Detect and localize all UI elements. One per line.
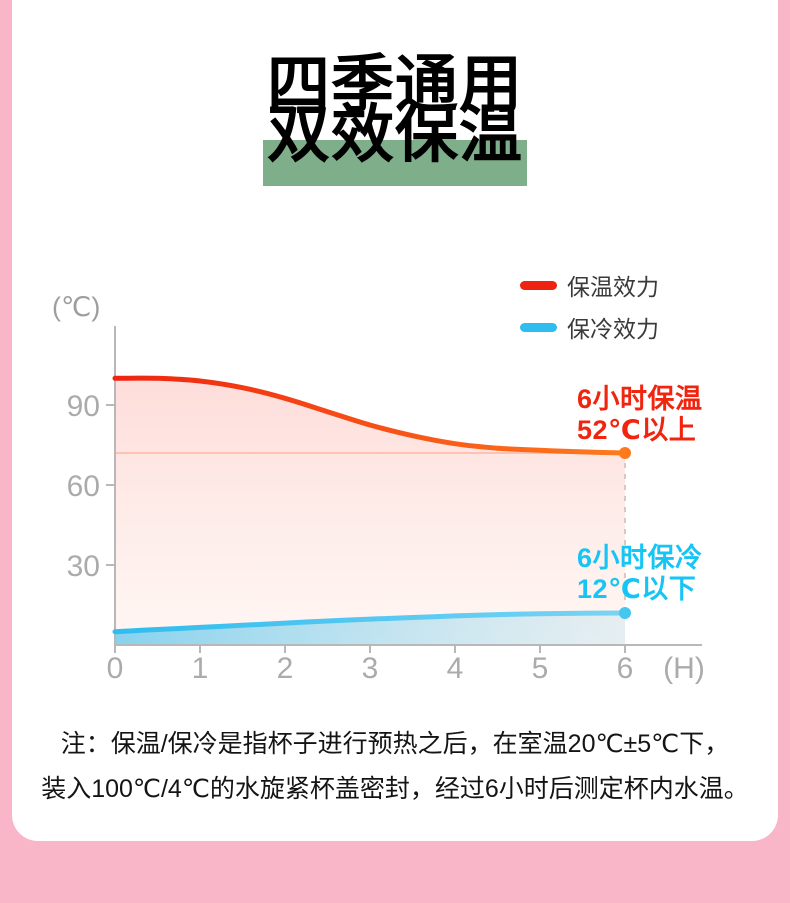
- annotation-hot: 6小时保温 52℃以上: [577, 384, 703, 446]
- footnote: 注：保温/保冷是指杯子进行预热之后，在室温20℃±5℃下， 装入100℃/4℃的…: [0, 722, 790, 812]
- title-line2: 双效保温: [267, 100, 523, 170]
- svg-text:0: 0: [107, 652, 124, 685]
- hot-line-swatch-icon: [520, 280, 557, 290]
- legend-label-cold: 保冷效力: [567, 316, 659, 342]
- svg-text:6: 6: [617, 652, 634, 685]
- title-line2-wrap: 双效保温: [0, 104, 790, 196]
- annotation-hot-line2: 52℃以上: [577, 415, 697, 446]
- chart-legend: 保温效力 保冷效力: [520, 270, 659, 354]
- svg-text:5: 5: [532, 652, 549, 685]
- svg-text:90: 90: [67, 390, 100, 423]
- legend-item-cold: 保冷效力: [520, 312, 659, 342]
- legend-label-hot: 保温效力: [567, 274, 659, 300]
- temperature-retention-chart: 30 60 90 0 1 2 3 4 5 6 (H): [67, 326, 705, 685]
- svg-text:60: 60: [67, 470, 100, 503]
- annotation-cold-line1: 6小时保冷: [577, 543, 703, 573]
- svg-text:4: 4: [447, 652, 464, 685]
- annotation-cold-line2: 12℃以下: [577, 574, 697, 605]
- title-line1: 四季通用: [267, 50, 523, 120]
- y-axis-unit-label: (℃): [52, 292, 101, 322]
- footnote-line1: 注：保温/保冷是指杯子进行预热之后，在室温20℃±5℃下，: [60, 730, 730, 758]
- svg-text:1: 1: [192, 652, 209, 685]
- svg-text:3: 3: [362, 652, 379, 685]
- svg-text:(H): (H): [663, 652, 705, 685]
- svg-text:2: 2: [277, 652, 294, 685]
- annotation-hot-line1: 6小时保温: [577, 384, 703, 414]
- cold-line-swatch-icon: [520, 322, 557, 332]
- svg-text:30: 30: [67, 550, 100, 583]
- footnote-line2: 装入100℃/4℃的水旋紧杯盖密封，经过6小时后测定杯内水温。: [41, 775, 749, 803]
- annotation-cold: 6小时保冷 12℃以下: [577, 543, 703, 605]
- green-highlight-block: [263, 140, 527, 186]
- legend-item-hot: 保温效力: [520, 270, 659, 300]
